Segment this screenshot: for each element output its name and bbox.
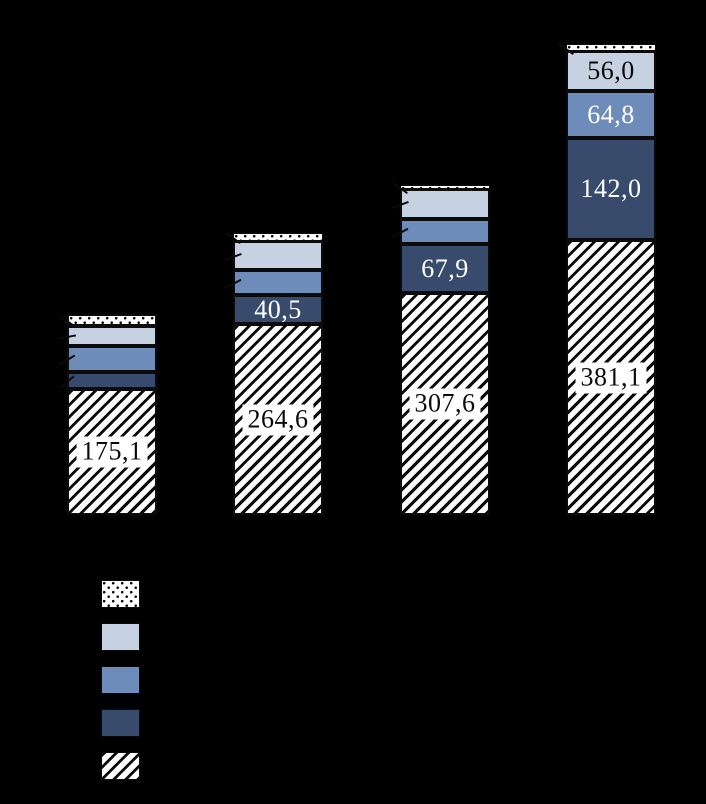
legend-swatch-diagonal-hatch	[101, 752, 140, 780]
bar-1-segment-medium-blue	[67, 346, 157, 372]
bar-2-segment-diagonal-hatch: 264,6	[233, 324, 323, 515]
value-label-dark-navy-bar-2: 40,5	[254, 294, 302, 324]
legend-item-medium-blue	[101, 666, 140, 694]
value-label-medium-blue-bar-4: 64,8	[587, 99, 635, 129]
bar-4: 381,1 142,0 64,8 56,0	[558, 42, 656, 515]
bar-3-segment-light-blue	[400, 189, 490, 219]
value-label-diagonal-hatch-bar-4: 381,1	[575, 362, 647, 393]
legend-item-diagonal-hatch	[101, 752, 140, 780]
bar-4-segment-diagonal-hatch: 381,1	[566, 240, 656, 515]
value-label-diagonal-hatch-bar-3: 307,6	[409, 388, 481, 420]
legend-item-light-blue	[101, 623, 140, 651]
bar-1-segment-light-blue	[67, 326, 157, 346]
legend-swatch-dark-navy	[101, 709, 140, 737]
bar-2-segment-dark-navy: 40,5	[233, 295, 323, 324]
bar-4-segment-light-blue: 56,0	[566, 51, 656, 91]
bar-2-segment-medium-blue	[233, 270, 323, 295]
bar-2: 264,6 40,5	[224, 232, 323, 515]
bar-3: 307,6 67,9	[391, 182, 490, 515]
legend-swatch-dotted	[101, 580, 140, 608]
legend-item-dotted	[101, 580, 140, 608]
bar-1-segment-dotted	[67, 314, 157, 326]
bar-4-segment-medium-blue: 64,8	[566, 91, 656, 138]
legend	[101, 580, 140, 780]
bar-1: 175,1	[57, 314, 157, 515]
legend-swatch-light-blue	[101, 623, 140, 651]
bar-1-segment-diagonal-hatch: 175,1	[67, 389, 157, 515]
value-label-dark-navy-bar-3: 67,9	[421, 253, 469, 283]
bar-4-segment-dark-navy: 142,0	[566, 138, 656, 240]
bar-3-segment-diagonal-hatch: 307,6	[400, 293, 490, 515]
bar-3-segment-dotted	[400, 185, 490, 189]
value-label-diagonal-hatch-bar-1: 175,1	[76, 436, 148, 468]
value-label-light-blue-bar-4: 56,0	[587, 56, 635, 85]
bar-1-segment-dark-navy	[67, 372, 157, 389]
value-label-dark-navy-bar-4: 142,0	[580, 174, 642, 203]
legend-swatch-medium-blue	[101, 666, 140, 694]
value-label-diagonal-hatch-bar-2: 264,6	[242, 404, 314, 435]
bar-3-segment-dark-navy: 67,9	[400, 244, 490, 293]
legend-item-dark-navy	[101, 709, 140, 737]
bar-2-segment-dotted	[233, 233, 323, 241]
bar-4-segment-dotted	[566, 44, 656, 51]
bar-3-segment-medium-blue	[400, 219, 490, 244]
bar-2-segment-light-blue	[233, 241, 323, 270]
